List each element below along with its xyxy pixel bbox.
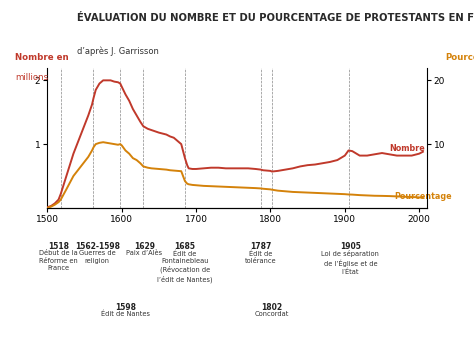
Text: Paix d’Alès: Paix d’Alès bbox=[126, 250, 162, 256]
Text: 1629: 1629 bbox=[134, 242, 155, 251]
Text: 1598: 1598 bbox=[116, 303, 137, 312]
Text: ÉVALUATION DU NOMBRE ET DU POURCENTAGE DE PROTESTANTS EN FRANCE: ÉVALUATION DU NOMBRE ET DU POURCENTAGE D… bbox=[77, 14, 474, 23]
Text: Concordat: Concordat bbox=[255, 311, 289, 317]
Text: 1562-1598: 1562-1598 bbox=[75, 242, 120, 251]
Text: Loi de séparation
de l’Église et de
l’État: Loi de séparation de l’Église et de l’Ét… bbox=[321, 250, 379, 275]
Text: 1518: 1518 bbox=[48, 242, 69, 251]
Text: Pourcentage: Pourcentage bbox=[446, 53, 474, 62]
Text: Guerres de
religion: Guerres de religion bbox=[79, 250, 116, 264]
Text: Nombre: Nombre bbox=[390, 144, 425, 153]
Text: Édit de Nantes: Édit de Nantes bbox=[101, 311, 150, 317]
Text: Nombre en: Nombre en bbox=[15, 53, 69, 62]
Text: 1685: 1685 bbox=[174, 242, 195, 251]
Text: Musée
virtuel du
Protestant.ame: Musée virtuel du Protestant.ame bbox=[18, 43, 51, 56]
Text: Édit de
tolérance: Édit de tolérance bbox=[245, 250, 277, 264]
Text: millions: millions bbox=[15, 73, 48, 82]
Text: Pourcentage: Pourcentage bbox=[395, 192, 452, 200]
Text: Édit de
Fontainebleau
(Révocation de
l’édit de Nantes): Édit de Fontainebleau (Révocation de l’é… bbox=[157, 250, 213, 283]
Text: 1802: 1802 bbox=[261, 303, 283, 312]
Text: ↗: ↗ bbox=[27, 9, 42, 27]
Text: d’après J. Garrisson: d’après J. Garrisson bbox=[77, 47, 159, 56]
Text: Début de la
Réforme en
France: Début de la Réforme en France bbox=[39, 250, 78, 271]
Text: 1787: 1787 bbox=[250, 242, 272, 251]
Text: 1905: 1905 bbox=[340, 242, 361, 251]
